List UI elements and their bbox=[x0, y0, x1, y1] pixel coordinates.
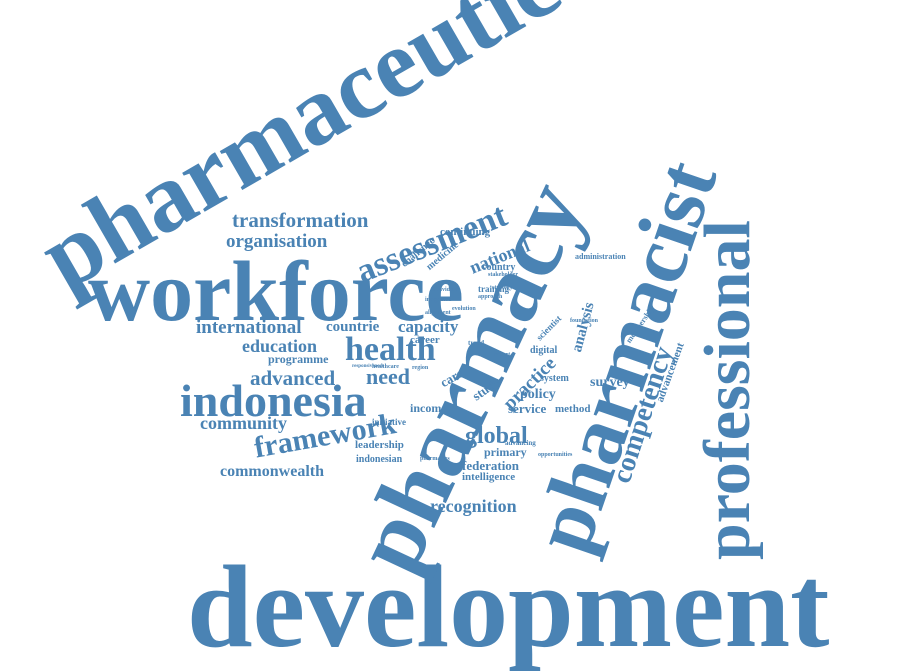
word-pharmacies: pharmacies bbox=[420, 456, 450, 462]
word-workforce: workforce bbox=[88, 243, 464, 339]
word-report: report bbox=[494, 352, 511, 358]
word-organisation: organisation bbox=[226, 231, 328, 252]
word-career: career bbox=[410, 334, 440, 346]
word-advancing: advancing bbox=[505, 439, 536, 447]
word-administration: administration bbox=[575, 252, 626, 261]
word-individual: individual bbox=[432, 287, 459, 293]
word-trend: trend bbox=[468, 339, 485, 347]
word-approach: approach bbox=[478, 294, 503, 300]
word-income: income bbox=[410, 401, 447, 415]
word-recognition: recognition bbox=[430, 496, 517, 516]
word-indonesia: indonesia bbox=[180, 375, 367, 426]
word-programme: programme bbox=[268, 352, 329, 366]
word-global: global bbox=[465, 423, 528, 449]
word-country: country bbox=[482, 262, 516, 273]
word-strategy: strategy bbox=[492, 285, 513, 291]
word-leadership: leadership bbox=[355, 439, 404, 451]
word-alignment: alignment bbox=[425, 310, 451, 316]
word-intelligence: intelligence bbox=[462, 471, 516, 483]
word-region: region bbox=[412, 365, 429, 371]
word-system: system bbox=[540, 373, 569, 384]
word-commonwealth: commonwealth bbox=[220, 463, 324, 480]
word-healthcare: healthcare bbox=[372, 364, 399, 370]
word-responsiveness: responsiveness bbox=[352, 364, 384, 369]
word-education: education bbox=[242, 336, 318, 356]
word-foundation: foundation bbox=[570, 318, 599, 324]
word-countrie: countrie bbox=[326, 319, 380, 335]
word-continuing: continuing bbox=[440, 226, 491, 238]
word-capacity: capacity bbox=[398, 317, 459, 336]
word-advanced: advanced bbox=[250, 366, 336, 390]
word-integrated: integrated bbox=[425, 297, 452, 303]
word-stakeholder: stakeholder bbox=[488, 272, 518, 278]
word-community: community bbox=[200, 413, 287, 433]
word-initiative: initiative bbox=[372, 417, 406, 427]
word-method: method bbox=[555, 403, 591, 415]
word-evolution: evolution bbox=[452, 306, 476, 312]
word-need: need bbox=[366, 364, 410, 389]
word-digital: digital bbox=[530, 345, 558, 356]
word-policy: policy bbox=[520, 387, 556, 402]
word-training: training bbox=[478, 284, 510, 294]
word-professional: professional bbox=[691, 220, 764, 560]
word-service: service bbox=[508, 401, 547, 416]
word-opportunities: opportunities bbox=[538, 452, 573, 458]
word-health: health bbox=[345, 331, 436, 368]
word-indonesian: indonesian bbox=[356, 454, 403, 465]
word-federation: federation bbox=[462, 458, 520, 473]
word-development: development bbox=[187, 541, 830, 671]
word-survey: survey bbox=[590, 375, 630, 390]
word-international: international bbox=[196, 317, 302, 338]
word-primary: primary bbox=[484, 445, 527, 459]
word-transformation: transformation bbox=[232, 208, 369, 232]
